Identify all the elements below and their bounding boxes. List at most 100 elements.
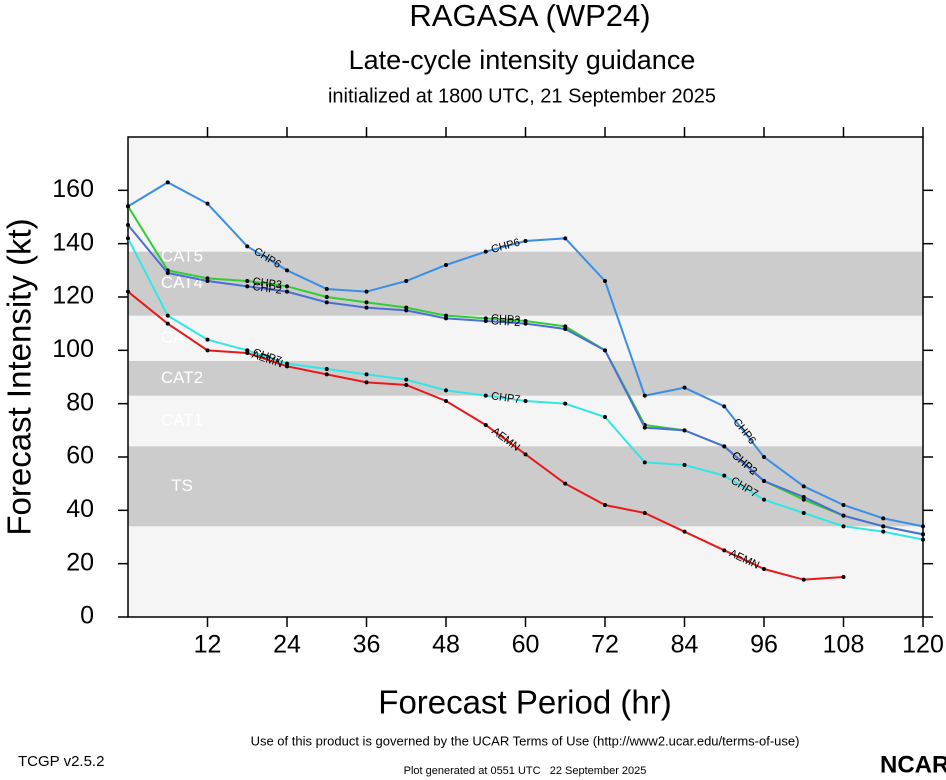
- data-point: [523, 321, 528, 326]
- category-band: [128, 361, 923, 396]
- data-point: [285, 364, 289, 369]
- data-point: [682, 529, 687, 534]
- data-point: [364, 380, 369, 385]
- y-tick-label: 120: [52, 282, 94, 310]
- data-point: [722, 548, 727, 553]
- x-tick-label: 12: [194, 631, 222, 659]
- version-text: TCGP v2.5.2: [18, 753, 104, 770]
- data-point: [523, 399, 528, 403]
- x-tick-label: 84: [671, 631, 699, 659]
- band-label: CAT1: [161, 410, 203, 429]
- data-point: [285, 289, 289, 294]
- data-point: [205, 337, 210, 342]
- y-tick-label: 60: [66, 442, 94, 470]
- data-point: [483, 423, 488, 427]
- x-tick-label: 72: [591, 631, 619, 659]
- data-point: [324, 300, 329, 305]
- data-point: [444, 316, 448, 321]
- data-point: [921, 524, 925, 529]
- x-tick-label: 108: [823, 631, 865, 659]
- data-point: [523, 239, 528, 243]
- data-point: [324, 372, 329, 377]
- data-point: [563, 481, 568, 486]
- data-point: [404, 308, 409, 313]
- data-point: [404, 377, 409, 382]
- data-point: [642, 425, 647, 430]
- data-point: [165, 271, 170, 275]
- data-point: [126, 236, 130, 241]
- data-point: [722, 473, 727, 478]
- data-point: [483, 319, 488, 323]
- data-point: [205, 279, 210, 283]
- data-point: [841, 503, 846, 507]
- data-point: [364, 300, 369, 305]
- data-point: [841, 524, 846, 529]
- data-point: [285, 284, 289, 289]
- data-point: [165, 321, 170, 326]
- x-tick-label: 36: [353, 631, 381, 659]
- data-point: [205, 201, 210, 206]
- data-point: [126, 204, 130, 209]
- y-tick-label: 80: [66, 388, 94, 416]
- data-point: [324, 287, 329, 291]
- data-point: [762, 567, 766, 571]
- terms-text: Use of this product is governed by the U…: [251, 733, 800, 748]
- data-point: [364, 372, 369, 377]
- init-text: initialized at 1800 UTC, 21 September 20…: [328, 85, 716, 107]
- data-point: [642, 511, 647, 515]
- data-point: [563, 327, 568, 331]
- data-point: [444, 263, 448, 267]
- data-point: [324, 367, 329, 371]
- data-point: [881, 529, 886, 534]
- category-band: [128, 446, 923, 527]
- y-tick-label: 160: [52, 175, 94, 203]
- data-point: [801, 511, 806, 515]
- data-point: [881, 516, 886, 521]
- data-point: [563, 401, 568, 406]
- line-label: CHP7: [490, 390, 521, 406]
- x-tick-label: 60: [512, 631, 540, 659]
- chart-subtitle: Late-cycle intensity guidance: [349, 45, 696, 75]
- band-label: CAT5: [161, 246, 203, 265]
- data-point: [722, 404, 727, 409]
- data-point: [841, 575, 846, 579]
- data-point: [841, 513, 846, 518]
- data-point: [603, 348, 607, 353]
- x-tick-label: 120: [902, 631, 944, 659]
- data-point: [483, 249, 488, 254]
- data-point: [603, 279, 607, 283]
- data-point: [682, 428, 687, 433]
- data-point: [205, 348, 210, 353]
- data-point: [642, 393, 647, 398]
- data-point: [285, 268, 289, 273]
- data-point: [364, 305, 369, 310]
- data-point: [801, 577, 806, 582]
- y-tick-label: 20: [66, 548, 94, 576]
- data-point: [483, 393, 488, 398]
- data-point: [921, 537, 925, 542]
- line-label: CHP2: [252, 281, 283, 297]
- data-point: [245, 284, 250, 289]
- data-point: [364, 289, 369, 294]
- band-label: CAT3: [161, 328, 203, 347]
- x-tick-label: 24: [273, 631, 301, 659]
- data-point: [126, 223, 130, 227]
- plot-area: TSCAT1CAT2CAT3CAT4CAT5020406080100120140…: [52, 127, 944, 659]
- data-point: [722, 444, 727, 449]
- y-tick-label: 40: [66, 495, 94, 523]
- data-point: [444, 399, 448, 403]
- data-point: [603, 503, 607, 507]
- band-label: CAT2: [161, 368, 203, 387]
- y-tick-label: 100: [52, 335, 94, 363]
- x-tick-label: 96: [750, 631, 778, 659]
- data-point: [165, 313, 170, 318]
- data-point: [921, 532, 925, 537]
- data-point: [444, 388, 448, 393]
- data-point: [603, 415, 607, 419]
- chart-title: RAGASA (WP24): [409, 0, 650, 33]
- generated-text: Plot generated at 0551 UTC 22 September …: [404, 765, 647, 777]
- line-label: CHP2: [491, 315, 521, 329]
- category-band: [128, 251, 923, 316]
- y-axis-label: Forecast Intensity (kt): [1, 218, 38, 535]
